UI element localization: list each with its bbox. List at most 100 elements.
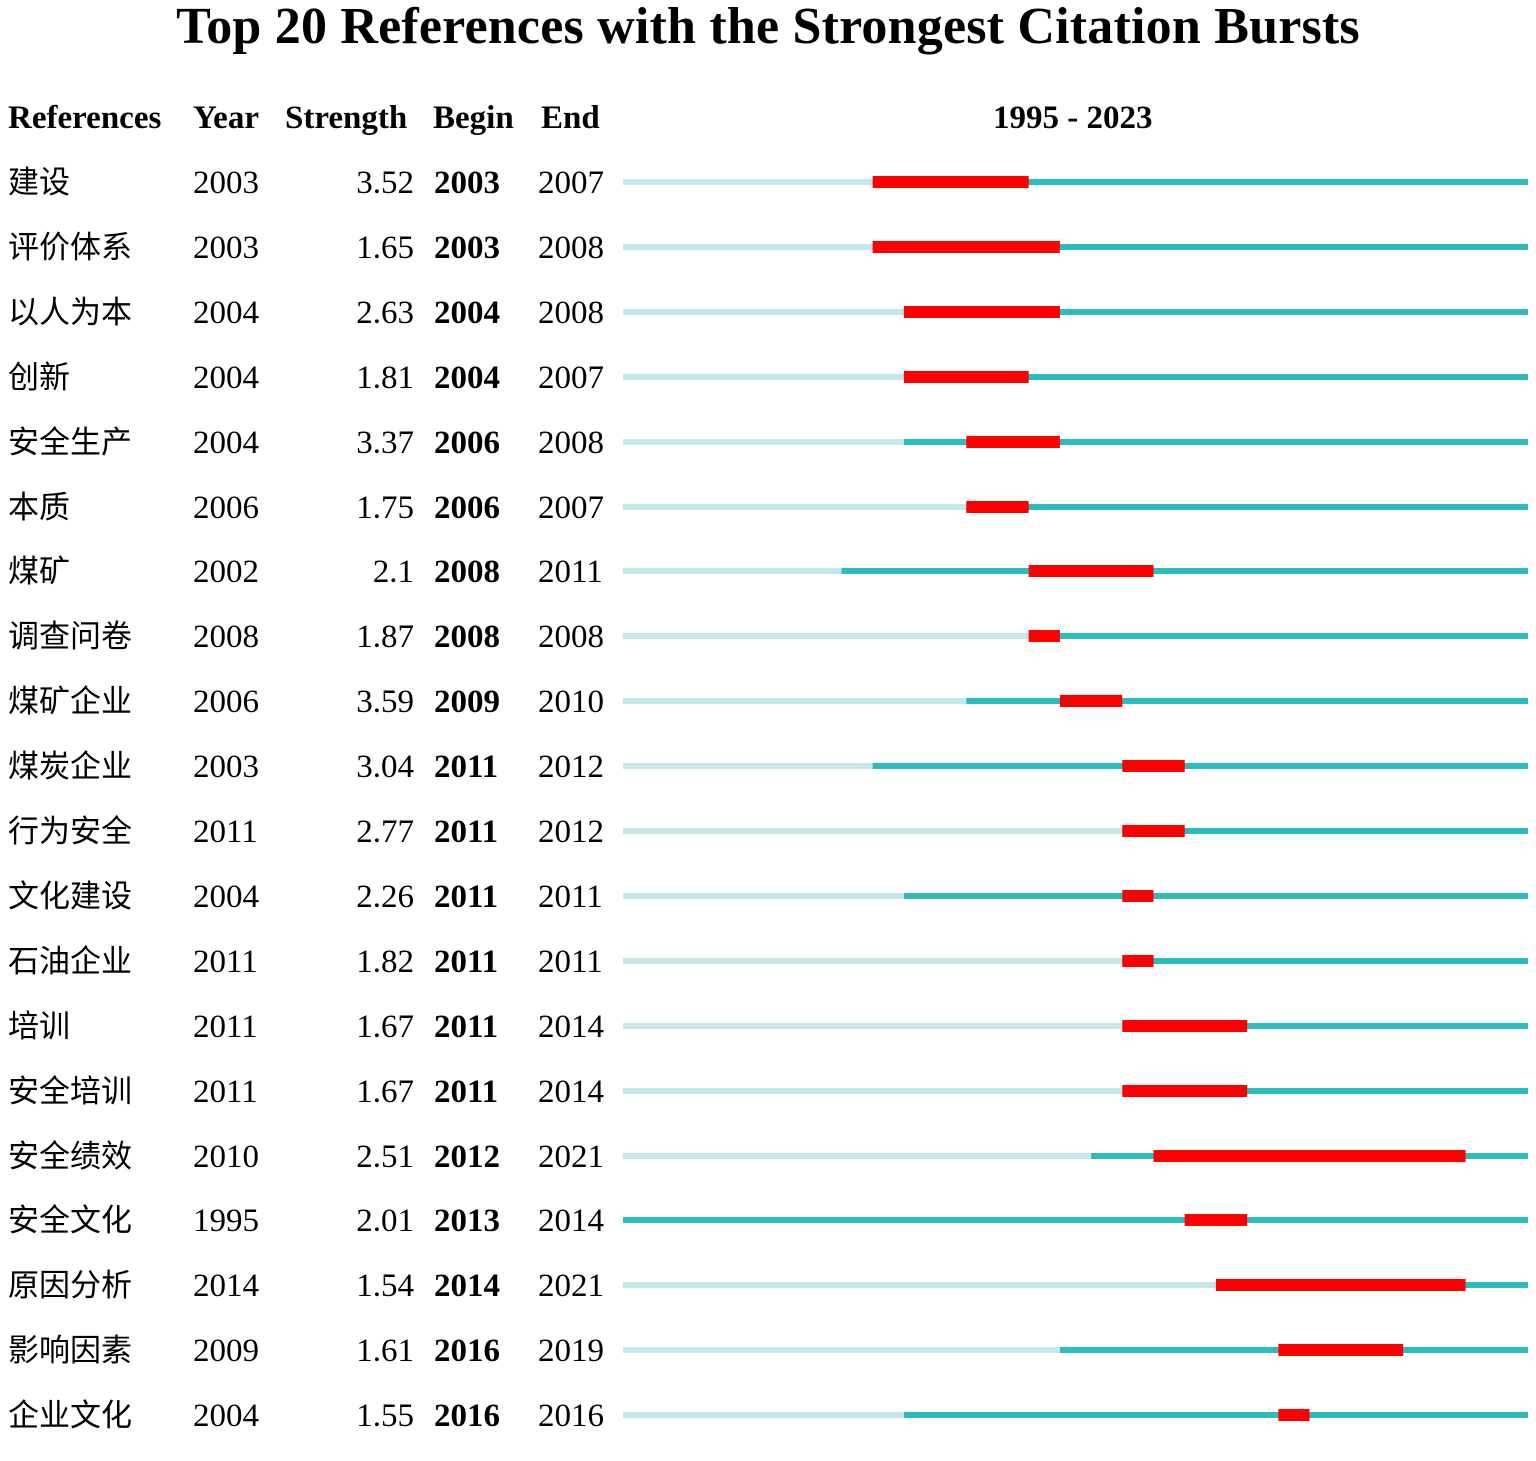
burst-timeline [623, 565, 1528, 578]
strength-cell: 3.37 [356, 424, 414, 461]
reference-label: 煤炭企业 [8, 749, 132, 786]
strength-cell: 1.75 [356, 489, 414, 526]
timeline-svg [623, 565, 1528, 578]
timeline-before-segment [623, 179, 873, 185]
end-cell: 2011 [538, 943, 603, 980]
end-cell: 2007 [538, 165, 604, 201]
timeline-svg [623, 1344, 1528, 1357]
year-cell: 2014 [193, 1268, 259, 1305]
strength-cell: 2.63 [356, 294, 414, 331]
timeline-svg [623, 954, 1528, 967]
strength-cell: 1.82 [356, 943, 414, 980]
timeline-active-segment [903, 892, 1528, 899]
timeline-active-segment [903, 308, 1528, 315]
reference-label: 安全绩效 [8, 1138, 132, 1175]
begin-cell: 2011 [434, 943, 499, 980]
strength-cell: 2.51 [356, 1138, 414, 1175]
timeline-before-segment [623, 308, 904, 315]
burst-timeline [623, 240, 1528, 253]
timeline-active-segment [872, 179, 1528, 185]
burst-bar [1122, 825, 1185, 837]
end-cell: 2011 [538, 554, 603, 591]
chart-title: Top 20 References with the Strongest Cit… [176, 0, 1360, 55]
timeline-active-segment [623, 1217, 1528, 1224]
header-references: References [8, 100, 162, 136]
begin-cell: 2013 [434, 1203, 500, 1240]
burst-timeline [623, 1279, 1528, 1292]
burst-timeline [623, 500, 1528, 513]
begin-cell: 2008 [434, 619, 500, 656]
timeline-svg [623, 1214, 1528, 1227]
burst-timeline [623, 1214, 1528, 1227]
begin-cell: 2014 [434, 1268, 500, 1305]
timeline-before-segment [623, 1412, 904, 1419]
burst-bar [903, 305, 1060, 318]
table-row: 安全绩效 2010 2.51 2012 2021 [0, 1137, 1536, 1202]
timeline-svg [623, 1084, 1528, 1097]
reference-label: 安全培训 [8, 1073, 132, 1110]
timeline-svg [623, 305, 1528, 318]
year-cell: 2009 [193, 1333, 259, 1370]
burst-bar [1059, 695, 1123, 708]
timeline-svg [623, 435, 1528, 448]
timeline-before-segment [623, 763, 873, 770]
table-row: 安全培训 2011 1.67 2011 2014 [0, 1072, 1536, 1137]
timeline-active-segment [1122, 1022, 1528, 1029]
table-row: 影响因素 2009 1.61 2016 2019 [0, 1331, 1536, 1396]
table-row: 行为安全 2011 2.77 2011 2012 [0, 812, 1536, 877]
reference-label: 评价体系 [8, 229, 132, 266]
begin-cell: 2011 [434, 814, 499, 850]
begin-cell: 2011 [434, 878, 499, 915]
strength-cell: 1.61 [356, 1333, 414, 1370]
year-cell: 2004 [193, 1398, 259, 1435]
begin-cell: 2006 [434, 489, 500, 526]
year-cell: 2011 [193, 1073, 258, 1110]
end-cell: 2021 [538, 1138, 604, 1175]
year-cell: 1995 [193, 1203, 259, 1240]
year-cell: 2002 [193, 554, 259, 591]
begin-cell: 2004 [434, 294, 500, 331]
timeline-active-segment [903, 373, 1528, 380]
burst-timeline [623, 176, 1528, 188]
year-cell: 2003 [193, 749, 259, 786]
begin-cell: 2004 [434, 359, 500, 396]
burst-timeline [623, 695, 1528, 708]
reference-label: 培训 [8, 1008, 70, 1045]
timeline-active-segment [966, 503, 1528, 510]
reference-label: 煤矿 [8, 554, 70, 591]
table-row: 石油企业 2011 1.82 2011 2011 [0, 942, 1536, 1007]
table-row: 文化建设 2004 2.26 2011 2011 [0, 877, 1536, 942]
timeline-before-segment [623, 1087, 1123, 1094]
burst-bar [966, 500, 1029, 513]
table-row: 创新 2004 1.81 2004 2007 [0, 358, 1536, 423]
end-cell: 2008 [538, 294, 604, 331]
year-cell: 2004 [193, 424, 259, 461]
strength-cell: 1.65 [356, 229, 414, 266]
timeline-svg [623, 1019, 1528, 1032]
burst-bar [1215, 1279, 1466, 1292]
burst-bar [1122, 954, 1154, 967]
burst-bar [1278, 1409, 1310, 1422]
burst-bar [1184, 1214, 1248, 1227]
begin-cell: 2006 [434, 424, 500, 461]
timeline-before-segment [623, 1347, 1060, 1354]
end-cell: 2007 [538, 359, 604, 396]
strength-cell: 2.26 [356, 878, 414, 915]
timeline-before-segment [623, 503, 967, 510]
burst-bar [1122, 760, 1185, 773]
end-cell: 2016 [538, 1398, 604, 1435]
timeline-before-segment [623, 568, 842, 575]
burst-bar [872, 240, 1060, 253]
timeline-before-segment [623, 438, 904, 445]
timeline-before-segment [623, 1152, 1092, 1159]
reference-label: 以人为本 [8, 294, 132, 331]
year-cell: 2004 [193, 359, 259, 396]
strength-cell: 2.77 [356, 814, 414, 850]
reference-label: 创新 [8, 359, 70, 396]
timeline-before-segment [623, 373, 904, 380]
header-end: End [541, 100, 600, 136]
begin-cell: 2003 [434, 165, 500, 201]
strength-cell: 2.1 [372, 554, 414, 591]
burst-bar [966, 435, 1060, 448]
reference-label: 安全文化 [8, 1203, 132, 1240]
